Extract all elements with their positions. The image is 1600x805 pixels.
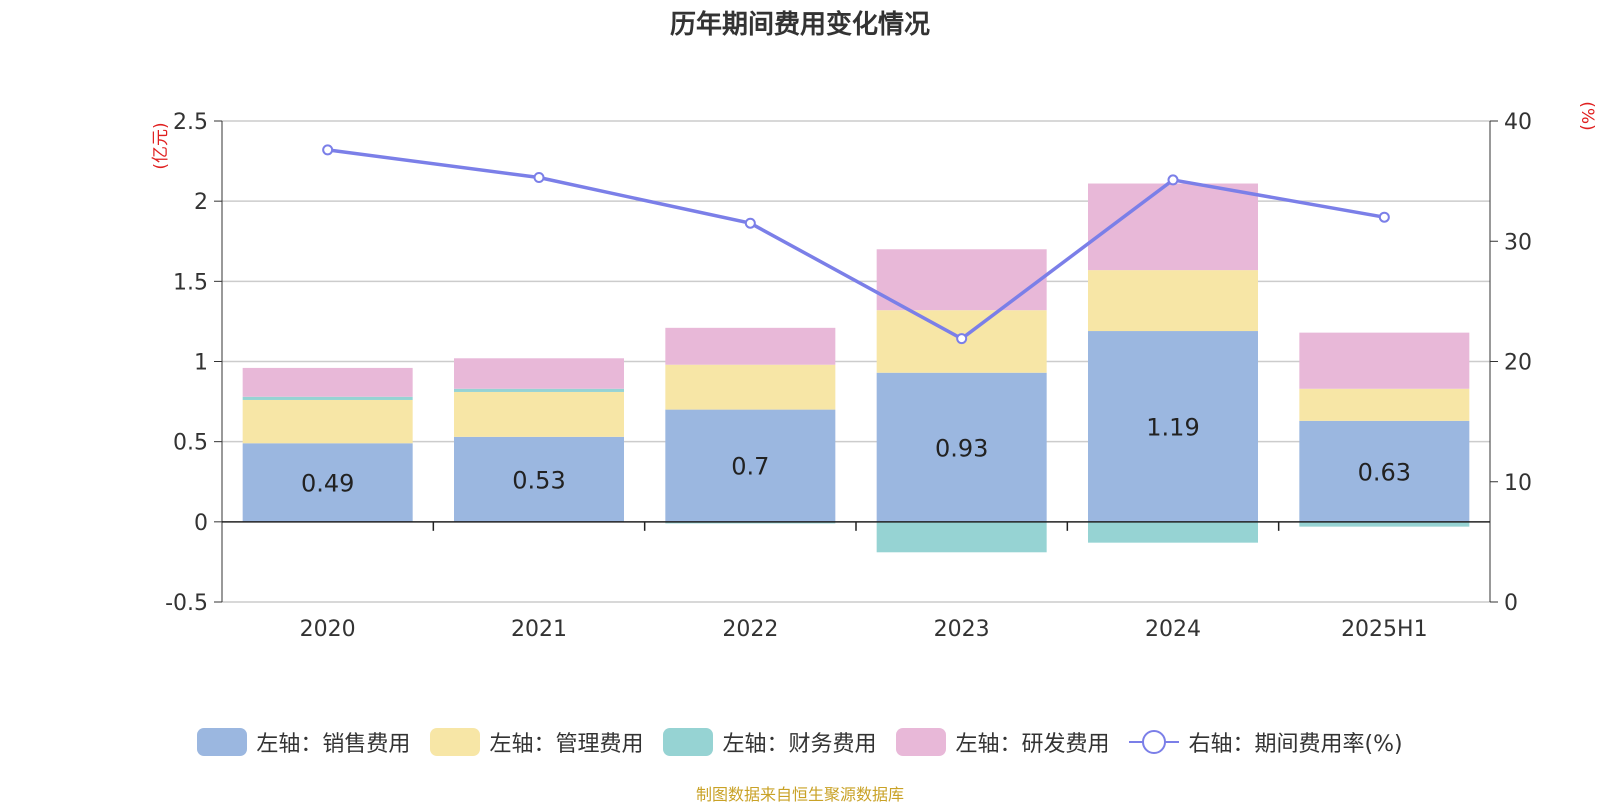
chart-title: 历年期间费用变化情况 bbox=[669, 10, 930, 40]
bar-segment bbox=[1299, 521, 1470, 527]
legend-label: 左轴：财务费用 bbox=[722, 732, 877, 757]
bar-data-label: 0.49 bbox=[301, 470, 354, 498]
right-axis-tick-label: 30 bbox=[1504, 230, 1532, 255]
bar-data-label: 0.63 bbox=[1358, 458, 1411, 486]
legend: 左轴：销售费用 左轴：管理费用 左轴：财务费用 左轴：研发费用 右轴：期间费用率(%) bbox=[0, 724, 1600, 760]
x-axis-category-label: 2025H1 bbox=[1341, 617, 1428, 642]
bar-segment bbox=[876, 521, 1047, 553]
legend-swatch bbox=[1129, 728, 1180, 756]
bar-segment bbox=[1088, 270, 1258, 332]
expense-rate-point bbox=[322, 144, 334, 156]
bar-segment bbox=[665, 327, 836, 365]
legend-swatch bbox=[896, 728, 947, 756]
bar-segment bbox=[876, 249, 1047, 311]
x-axis-category-label: 2021 bbox=[511, 617, 567, 642]
expense-rate-point bbox=[956, 333, 968, 345]
expense-rate-point bbox=[1378, 211, 1390, 223]
expense-rate-point bbox=[744, 217, 756, 229]
bar-segment bbox=[454, 436, 624, 522]
bar-segment bbox=[454, 358, 624, 389]
bar-segment bbox=[1088, 183, 1258, 271]
x-axis-category-label: 2020 bbox=[300, 617, 356, 642]
x-axis-category-label: 2022 bbox=[722, 617, 778, 642]
bar-segment bbox=[1299, 420, 1470, 522]
left-axis-tick-label: 0.5 bbox=[173, 431, 208, 456]
legend-swatch bbox=[430, 728, 481, 756]
bar-segment bbox=[665, 409, 836, 522]
legend-label: 左轴：管理费用 bbox=[489, 732, 644, 757]
legend-item[interactable]: 左轴：财务费用 bbox=[663, 726, 876, 758]
left-axis-tick-label: 2.5 bbox=[173, 110, 208, 135]
bar-segment bbox=[1088, 521, 1258, 543]
bar-segment bbox=[242, 399, 413, 444]
x-axis-category-label: 2023 bbox=[934, 617, 990, 642]
bar-data-label: 0.7 bbox=[731, 453, 769, 481]
left-axis-tick-label: 1 bbox=[194, 351, 208, 376]
legend-item[interactable]: 左轴：管理费用 bbox=[430, 726, 643, 758]
right-axis-tick-label: 20 bbox=[1504, 351, 1532, 376]
legend-line-marker bbox=[1142, 730, 1167, 754]
right-axis-tick-label: 40 bbox=[1504, 110, 1532, 135]
bar-segment bbox=[1299, 388, 1470, 421]
bar-data-label: 0.53 bbox=[512, 466, 565, 494]
expense-rate-point bbox=[1167, 174, 1179, 186]
bar-segment bbox=[242, 367, 413, 397]
bar-segment bbox=[1088, 331, 1258, 522]
right-axis-unit-label: (%) bbox=[1577, 101, 1597, 130]
left-axis-unit-label: (亿元) bbox=[151, 122, 171, 169]
bar-data-label: 1.19 bbox=[1146, 413, 1199, 441]
bar-segment bbox=[454, 391, 624, 437]
left-axis-tick-label: -0.5 bbox=[165, 591, 208, 616]
legend-label: 左轴：销售费用 bbox=[256, 732, 411, 757]
right-axis-tick-label: 10 bbox=[1504, 471, 1532, 496]
legend-item[interactable]: 左轴：销售费用 bbox=[197, 726, 410, 758]
source-note: 制图数据来自恒生聚源数据库 bbox=[695, 785, 904, 804]
expense-rate-line bbox=[327, 148, 1385, 341]
left-axis-tick-label: 2 bbox=[194, 190, 208, 215]
legend-item[interactable]: 左轴：研发费用 bbox=[896, 726, 1109, 758]
bar-segment bbox=[242, 443, 413, 522]
bar-data-label: 0.93 bbox=[935, 434, 988, 462]
left-axis-tick-label: 1.5 bbox=[173, 270, 208, 295]
bar-segment bbox=[665, 364, 836, 410]
x-axis-category-label: 2024 bbox=[1145, 617, 1201, 642]
bar-segment bbox=[876, 372, 1047, 522]
legend-label: 左轴：研发费用 bbox=[955, 732, 1110, 757]
legend-swatch bbox=[197, 728, 248, 756]
legend-label: 右轴：期间费用率(%) bbox=[1188, 732, 1403, 757]
left-axis-tick-label: 0 bbox=[194, 511, 208, 536]
legend-item[interactable]: 右轴：期间费用率(%) bbox=[1129, 726, 1403, 758]
bar-segment bbox=[665, 521, 836, 524]
expense-rate-point bbox=[533, 172, 545, 184]
legend-swatch bbox=[663, 728, 714, 756]
bar-segment bbox=[242, 396, 413, 400]
bar-segment bbox=[454, 388, 624, 392]
bar-segment bbox=[1299, 332, 1470, 389]
right-axis-tick-label: 0 bbox=[1504, 591, 1518, 616]
